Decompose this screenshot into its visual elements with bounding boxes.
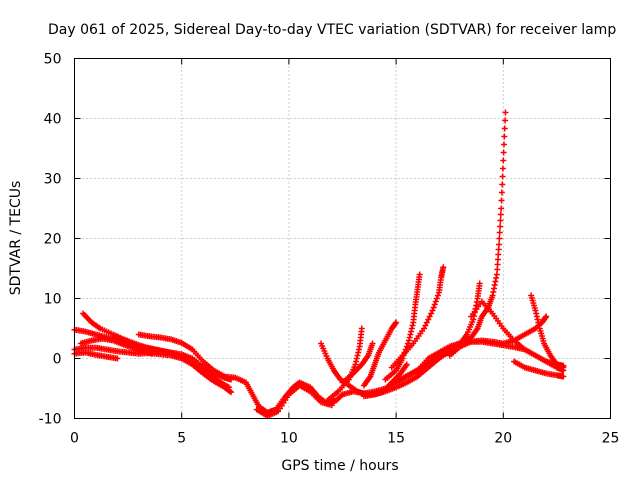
data-point bbox=[358, 325, 365, 332]
y-axis-label: SDTVAR / TECUs bbox=[8, 181, 24, 296]
series-arc-11 bbox=[339, 340, 376, 386]
series-arc-20 bbox=[397, 346, 457, 383]
data-point bbox=[226, 388, 233, 395]
data-point bbox=[148, 350, 155, 357]
series-arc-4 bbox=[80, 310, 232, 391]
data-point bbox=[440, 264, 447, 271]
data-point bbox=[403, 361, 410, 368]
data-point bbox=[501, 125, 508, 132]
data-point bbox=[434, 292, 441, 299]
data-point bbox=[560, 364, 567, 371]
data-point bbox=[416, 271, 423, 278]
data-point bbox=[393, 319, 400, 326]
series-arc-12 bbox=[382, 271, 423, 383]
data-point bbox=[499, 173, 506, 180]
data-point bbox=[404, 340, 411, 347]
data-point bbox=[430, 304, 437, 311]
series-arc-3 bbox=[71, 349, 121, 362]
data-point bbox=[502, 109, 509, 116]
data-point bbox=[450, 346, 457, 353]
data-point bbox=[501, 133, 508, 140]
x-axis-label: GPS time / hours bbox=[281, 458, 398, 474]
data-point bbox=[328, 402, 335, 409]
data-point bbox=[499, 181, 506, 188]
data-point bbox=[497, 211, 504, 218]
data-point bbox=[498, 205, 505, 212]
series-arc-13 bbox=[388, 264, 447, 371]
x-tick-label: 25 bbox=[602, 431, 620, 447]
data-point bbox=[496, 229, 503, 236]
data-point bbox=[496, 235, 503, 242]
data-point bbox=[497, 223, 504, 230]
y-tick-label: 10 bbox=[44, 292, 62, 308]
y-tick-label: -10 bbox=[39, 412, 62, 428]
x-tick-label: 0 bbox=[70, 431, 79, 447]
data-point bbox=[497, 217, 504, 224]
data-point bbox=[502, 117, 509, 124]
data-point bbox=[369, 340, 376, 347]
x-tick-label: 10 bbox=[280, 431, 298, 447]
data-point bbox=[476, 280, 483, 287]
series-arc-18 bbox=[528, 292, 567, 371]
grid-lines bbox=[74, 58, 611, 419]
data-point bbox=[543, 313, 550, 320]
y-tick-label: 50 bbox=[44, 52, 62, 68]
data-point bbox=[498, 189, 505, 196]
data-point bbox=[225, 384, 232, 391]
data-point bbox=[431, 301, 438, 308]
axis-ticks: 0 5 10 15 20 25 -10 0 10 20 30 40 50 bbox=[39, 52, 620, 447]
series-arc-7 bbox=[253, 382, 335, 420]
data-point bbox=[433, 295, 440, 302]
data-point bbox=[432, 298, 439, 305]
data-point bbox=[496, 241, 503, 248]
series-arc-19 bbox=[511, 358, 567, 380]
chart-title: Day 061 of 2025, Sidereal Day-to-day VTE… bbox=[48, 22, 616, 38]
data-point bbox=[499, 165, 506, 172]
data-point bbox=[498, 197, 505, 204]
x-tick-label: 5 bbox=[177, 431, 186, 447]
data-point bbox=[560, 373, 567, 380]
x-tick-label: 20 bbox=[494, 431, 512, 447]
y-tick-label: 20 bbox=[44, 232, 62, 248]
data-point bbox=[500, 157, 507, 164]
y-tick-label: 0 bbox=[53, 352, 62, 368]
series-arc-5 bbox=[77, 335, 155, 357]
y-tick-label: 30 bbox=[44, 172, 62, 188]
y-tick-label: 40 bbox=[44, 112, 62, 128]
data-point bbox=[429, 307, 436, 314]
data-points bbox=[71, 109, 567, 420]
data-point bbox=[228, 389, 235, 396]
data-point bbox=[500, 149, 507, 156]
data-point bbox=[501, 141, 508, 148]
data-point bbox=[114, 355, 121, 362]
series-arc-10 bbox=[360, 319, 400, 389]
x-tick-label: 15 bbox=[387, 431, 405, 447]
